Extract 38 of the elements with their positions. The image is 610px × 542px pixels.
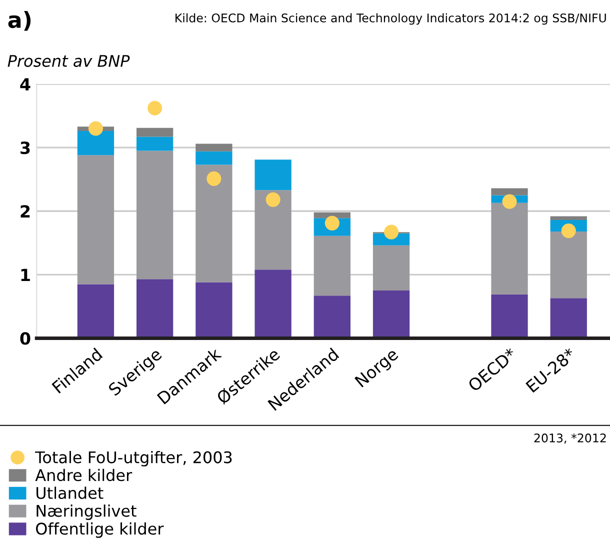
bar [491, 188, 528, 196]
bar [196, 151, 232, 165]
bar [314, 296, 350, 338]
bar [254, 270, 292, 338]
legend-label: Andre kilder [35, 468, 132, 482]
y-tick-label: 3 [20, 142, 30, 154]
bar [77, 131, 114, 156]
bar [196, 164, 232, 282]
y-tick-label: 4 [20, 78, 30, 90]
bar [77, 155, 114, 284]
bar [491, 202, 528, 294]
bar [196, 144, 232, 152]
bar [136, 128, 174, 137]
legend-label: Offentlige kilder [36, 522, 164, 538]
bar [136, 136, 174, 151]
y-tick-label: 1 [21, 268, 30, 281]
bar [196, 282, 232, 338]
legend-label: Næringslivet [36, 504, 136, 520]
legend-label: Totale FoU-utgifter, 2003 [35, 450, 232, 466]
bar [550, 298, 587, 338]
bar [136, 279, 174, 338]
bar [254, 190, 292, 270]
y-axis-title: Prosent av BNP [8, 55, 130, 67]
text: 2013, *2012 [534, 434, 606, 444]
chart-title: a) [8, 10, 31, 31]
bar [550, 216, 587, 220]
bar [372, 290, 410, 338]
bar [491, 294, 528, 338]
bar [77, 284, 114, 338]
bar [314, 236, 350, 296]
bar [372, 245, 410, 291]
y-tick-label: 0 [20, 332, 30, 345]
legend-label: Utlandet [36, 486, 104, 500]
bar [254, 160, 292, 190]
bar [550, 231, 587, 298]
bar [136, 150, 174, 280]
text: Kilde: OECD Main Science and Technology Indicators 2014:2 og SSB/NIFU [176, 13, 606, 25]
y-tick-label: 2 [20, 205, 30, 218]
